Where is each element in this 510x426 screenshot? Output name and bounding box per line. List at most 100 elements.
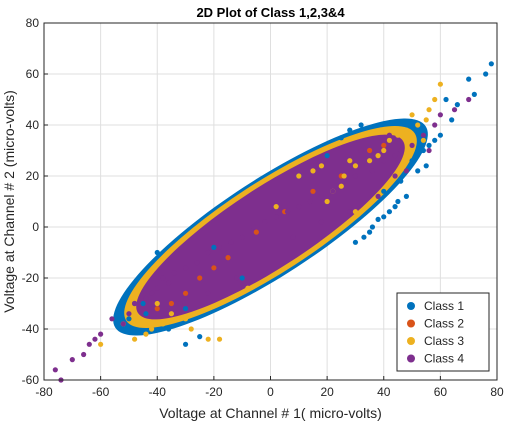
class-4-point [358, 147, 364, 154]
class-4-point [165, 280, 172, 286]
class-4-point [120, 321, 126, 327]
class-1-point [324, 153, 330, 159]
legend-marker [407, 354, 415, 363]
y-tick-label: -60 [22, 373, 40, 387]
x-tick-label: 20 [320, 385, 334, 399]
class-4-point [437, 112, 443, 118]
class-2-point [154, 306, 160, 312]
class-3-point [386, 137, 393, 143]
class-1-point [347, 127, 353, 133]
class-4-point [86, 341, 92, 347]
class-3-point [148, 326, 155, 332]
class-4-point [347, 209, 353, 215]
class-2-point [310, 188, 316, 194]
y-tick-label: 40 [26, 118, 40, 132]
class-3-point [403, 127, 409, 133]
class-3-point [154, 300, 160, 307]
legend-marker [407, 302, 415, 310]
class-3-point [216, 336, 223, 342]
legend-label: Class 3 [424, 334, 464, 348]
class-4-point [109, 316, 115, 322]
class-4-point [182, 265, 189, 271]
class-4-point [392, 153, 398, 159]
class-3-point [188, 326, 194, 332]
class-2-point [168, 300, 175, 307]
class-4-point [143, 295, 149, 301]
class-3-point [341, 173, 347, 179]
class-1-point [154, 249, 160, 256]
x-tick-label: 80 [490, 385, 504, 399]
class-2-point [197, 275, 203, 281]
class-1-point [409, 158, 415, 164]
class-1-point [182, 306, 189, 312]
class-4-point [409, 142, 415, 148]
x-tick-label: -40 [149, 385, 167, 399]
class-1-point [211, 244, 217, 250]
class-2-point [225, 255, 231, 261]
x-axis-label: Voltage at Channel # 1( micro-volts) [159, 405, 382, 421]
class-4-point [92, 336, 98, 342]
class-2-point [253, 229, 259, 235]
class-4-point [126, 311, 132, 317]
class-4-point [466, 96, 472, 103]
class-3-point [160, 321, 166, 327]
class-4-point [177, 300, 183, 307]
class-4-point [341, 178, 347, 184]
x-tick-label: -20 [205, 385, 223, 399]
class-3-point [324, 198, 330, 205]
class-4-point [205, 290, 211, 296]
class-1-point [432, 137, 438, 143]
class-3-point [352, 163, 359, 169]
class-4-point [381, 158, 387, 164]
class-1-point [239, 275, 245, 281]
class-4-point [364, 163, 370, 169]
class-3-point [409, 112, 415, 118]
class-4-point [398, 147, 404, 154]
class-4-point [307, 198, 313, 205]
class-4-point [148, 290, 155, 296]
class-4-point [375, 193, 381, 199]
class-4-point [426, 147, 432, 154]
class-1-point [403, 193, 409, 199]
data-points [52, 61, 494, 383]
class-3-point [432, 96, 438, 103]
class-1-point [165, 326, 172, 332]
y-tick-label: 60 [26, 67, 40, 81]
y-tick-label: 80 [26, 16, 40, 30]
class-4-point [296, 204, 302, 210]
class-1-point [197, 334, 203, 340]
class-1-point [449, 117, 455, 123]
class-1-point [358, 122, 364, 128]
legend-marker [407, 337, 415, 345]
class-4-point [69, 357, 75, 363]
class-4-point [432, 122, 438, 128]
class-3-point [132, 336, 138, 342]
class-3-point [395, 132, 401, 138]
class-1-point [381, 214, 387, 220]
x-tick-label: 40 [377, 385, 391, 399]
class-4-point [171, 270, 177, 276]
class-3-point [381, 147, 387, 154]
class-1-point [361, 234, 367, 240]
class-3-point [245, 285, 251, 291]
class-4-point [205, 249, 211, 256]
y-tick-label: 20 [26, 169, 40, 183]
class-3-point [296, 173, 302, 179]
class-1-point [483, 71, 489, 77]
y-axis-label: Voltage at Channel # 2 (micro-volts) [1, 90, 17, 313]
class-1-point [369, 224, 376, 230]
class-4-point [250, 224, 257, 230]
class-3-point [426, 107, 432, 113]
class-4-point [284, 209, 291, 215]
y-tick-label: -20 [22, 271, 40, 285]
class-1-point [426, 142, 432, 148]
class-3-point [347, 158, 353, 164]
class-3-point [98, 341, 104, 347]
class-1-point [398, 178, 404, 184]
legend-label: Class 2 [424, 317, 464, 331]
class-1-point [352, 239, 359, 245]
class-3-point [409, 147, 415, 154]
class-3-point [366, 158, 373, 164]
